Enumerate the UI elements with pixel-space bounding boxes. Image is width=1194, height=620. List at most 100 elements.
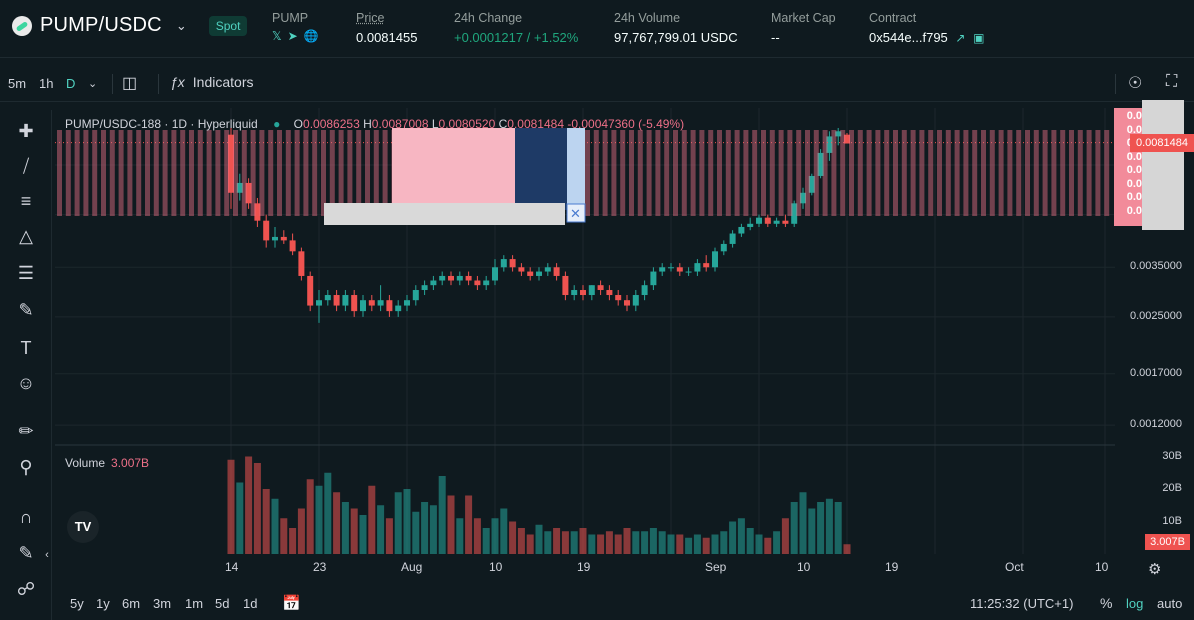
candle-body — [377, 300, 384, 306]
volume-bar — [368, 485, 376, 554]
overlay-stripe — [1104, 130, 1110, 216]
fullscreen-icon[interactable]: ⛶ — [1166, 73, 1178, 90]
overlay-stripe — [787, 130, 793, 216]
lock-icon[interactable]: ☍ — [16, 579, 36, 599]
timeframe-1h[interactable]: 1h — [39, 76, 54, 91]
pair-name: PUMP/USDC — [40, 14, 162, 36]
candle-body — [694, 263, 701, 272]
overlay-price-column — [1114, 108, 1142, 226]
volume-bar — [262, 489, 270, 554]
range-5y[interactable]: 5y — [70, 596, 84, 611]
telegram-icon[interactable]: ➤ — [287, 29, 298, 43]
overlay-stripe — [1033, 130, 1039, 216]
horizontal-lines-icon[interactable]: ≡ — [20, 191, 32, 211]
fib-icon[interactable]: ☰ — [17, 263, 35, 283]
overlay-stripe — [1025, 130, 1030, 216]
crosshair-icon[interactable]: ✚ — [18, 121, 34, 141]
candle-body — [272, 236, 278, 241]
range-6m[interactable]: 6m — [122, 596, 141, 611]
brush-icon[interactable]: ✎ — [18, 300, 34, 320]
zoom-in-icon[interactable]: ⚲ — [19, 457, 33, 477]
overlay-tick-label: 0.0 — [1126, 164, 1142, 176]
range-3m[interactable]: 3m — [153, 596, 172, 611]
magnet-icon[interactable]: ∩ — [19, 507, 33, 527]
current-volume-label: 3.007B — [1145, 534, 1190, 551]
price-chart[interactable]: ✕ — [55, 108, 1115, 554]
overlay-stripe — [171, 130, 177, 216]
candle-body — [756, 217, 762, 224]
current-price-label: 0.0081484 — [1130, 133, 1194, 152]
auto-toggle[interactable]: auto — [1157, 596, 1183, 611]
price-axis[interactable]: 0.00700000.00500000.00350000.00250000.00… — [1114, 100, 1194, 554]
timeframe-dropdown-icon[interactable]: ⌄ — [88, 78, 98, 90]
chevron-down-icon[interactable]: ⌄ — [175, 17, 187, 33]
log-toggle[interactable]: log — [1126, 596, 1144, 611]
volume-bar — [693, 534, 701, 554]
high-value: 0.0087008 — [371, 117, 429, 131]
overlay-stripe — [813, 130, 819, 216]
volume-bar — [737, 518, 745, 554]
overlay-stripe — [312, 130, 318, 216]
range-1m[interactable]: 1m — [185, 596, 204, 611]
percent-toggle[interactable]: % — [1100, 595, 1113, 611]
overlay-stripe — [620, 130, 626, 216]
candle-body — [632, 295, 639, 306]
candle-body — [536, 271, 542, 276]
lock-drawings-icon[interactable]: ✎ — [18, 543, 34, 563]
pair-selector[interactable]: PUMP/USDC ⌄ Spot — [12, 14, 248, 37]
pattern-icon[interactable]: △ — [19, 226, 33, 246]
overlay-tick-label: 0.0 — [1126, 191, 1142, 203]
range-1d[interactable]: 1d — [243, 596, 258, 611]
range-5d[interactable]: 5d — [215, 596, 230, 611]
overlay-stripe — [1016, 130, 1022, 216]
external-link-icon[interactable]: ↗ — [955, 31, 966, 45]
date-range-icon[interactable]: 📅 — [282, 595, 301, 612]
volume-bar — [781, 518, 789, 554]
contract-value[interactable]: 0x544e...f795 — [869, 30, 948, 45]
timeframe-5m[interactable]: 5m — [8, 76, 27, 91]
collapse-toolbar-icon[interactable]: ‹ — [45, 549, 49, 561]
pump-coin-icon — [12, 15, 32, 36]
overlay-stripe — [101, 130, 106, 216]
tradingview-logo[interactable]: TV — [67, 511, 99, 543]
candle-body — [439, 275, 446, 281]
indicators-button[interactable]: ƒx Indicators — [170, 74, 254, 90]
globe-icon[interactable]: 🌐 — [303, 29, 319, 43]
time-tick-label: 10 — [489, 560, 503, 574]
open-value: 0.0086253 — [303, 117, 360, 131]
timeframe-d[interactable]: D — [66, 76, 76, 91]
settings-gear-icon[interactable]: ⚙ — [1148, 561, 1162, 578]
overlay-stripe — [303, 130, 309, 216]
clock[interactable]: 11:25:32 (UTC+1) — [970, 596, 1074, 611]
volume-bar — [632, 531, 640, 554]
overlay-tick-label: 0.0 — [1126, 150, 1142, 163]
screenshot-icon[interactable]: ☉ — [1128, 75, 1143, 92]
range-1y[interactable]: 1y — [96, 596, 110, 611]
volume-bar — [385, 518, 393, 554]
volume-bar — [377, 505, 385, 554]
ruler-icon[interactable]: ✏ — [18, 421, 34, 441]
candle-body — [668, 267, 674, 269]
copy-icon[interactable]: ▣ — [973, 31, 985, 45]
volume-bar — [465, 495, 473, 554]
overlay-stripe — [373, 130, 379, 216]
volume-bar — [421, 502, 429, 554]
volume-bar — [623, 528, 631, 554]
overlay-stripe — [347, 130, 353, 216]
overlay-stripe — [761, 130, 766, 216]
emoji-icon[interactable]: ☺ — [16, 373, 36, 393]
candle-type-icon[interactable]: ◫ — [122, 75, 138, 92]
overlay-stripe — [329, 130, 335, 216]
close-value: 0.0081484 — [507, 117, 565, 131]
trendline-icon[interactable]: ⧸ — [22, 156, 30, 176]
overlay-stripe — [805, 130, 810, 216]
x-icon[interactable]: 𝕏 — [272, 29, 282, 43]
overlay-stripe — [593, 130, 599, 216]
candle-body — [228, 134, 234, 193]
volume-bar — [597, 534, 605, 554]
overlay-stripe — [1060, 130, 1066, 216]
time-axis[interactable]: 14 23 Aug 10 19 Sep 10 19 Oct 10 — [55, 556, 1115, 578]
overlay-stripe — [717, 130, 722, 216]
text-icon[interactable]: T — [20, 338, 32, 358]
overlay-stripe — [972, 130, 978, 216]
